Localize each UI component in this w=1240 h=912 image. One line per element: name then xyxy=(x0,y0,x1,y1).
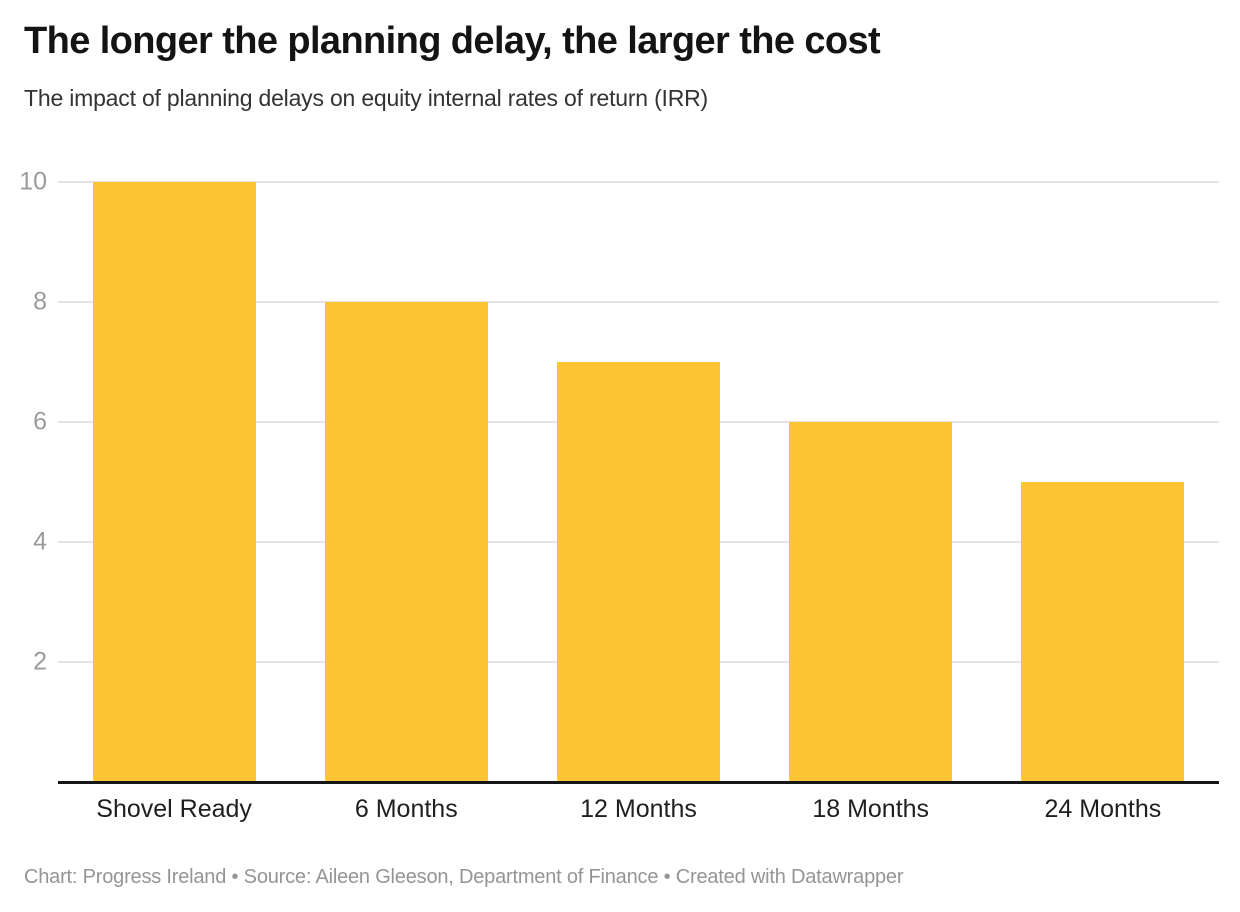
bar-18-months[interactable] xyxy=(789,422,953,782)
y-tick-label: 10 xyxy=(19,167,47,196)
bar-shovel-ready[interactable] xyxy=(92,182,256,782)
bar-24-months[interactable] xyxy=(1021,482,1185,782)
x-axis-label-18-months: 18 Months xyxy=(812,795,930,823)
x-axis-label-12-months: 12 Months xyxy=(580,795,697,823)
gridline-8 xyxy=(58,301,1219,303)
bar-12-months[interactable] xyxy=(557,362,720,782)
footer-attribution: Chart: Progress Ireland • Source: Aileen… xyxy=(24,866,904,888)
chart-title: The longer the planning delay, the large… xyxy=(24,20,881,62)
plot-area: 2 4 6 8 10 Shovel Ready 6 Months 12 Months 18 M… xyxy=(19,169,1219,823)
y-tick-label: 2 xyxy=(33,647,47,676)
y-tick-label: 6 xyxy=(33,407,47,436)
bar-6-months[interactable] xyxy=(324,302,488,782)
y-tick-label: 8 xyxy=(33,287,47,316)
x-axis-label-24-months: 24 Months xyxy=(1044,795,1162,823)
gridline-10 xyxy=(58,181,1219,183)
y-tick-label: 4 xyxy=(33,527,47,556)
x-axis-label-6-months: 6 Months xyxy=(354,795,458,823)
chart-subtitle: The impact of planning delays on equity … xyxy=(24,85,709,111)
x-axis-line xyxy=(58,781,1219,784)
x-axis-label-shovel-ready: Shovel Ready xyxy=(96,795,252,823)
